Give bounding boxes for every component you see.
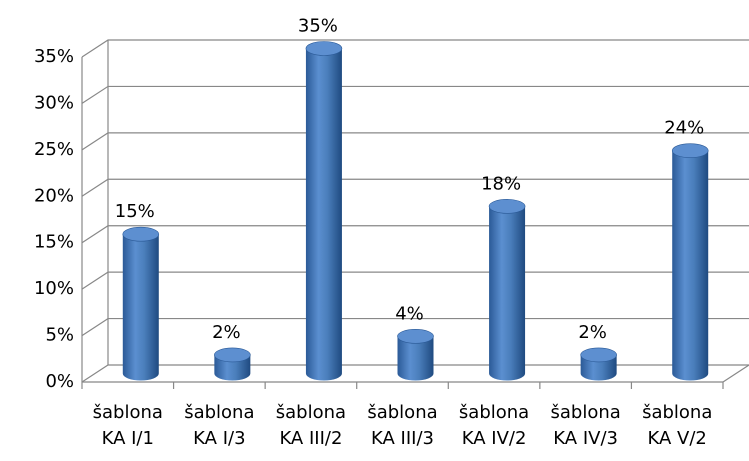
bar-top (214, 347, 251, 363)
bar-body (672, 150, 709, 381)
bar-top (488, 199, 526, 214)
x-tick-label: šablona KA V/2 (642, 402, 712, 449)
grid-line (81, 271, 749, 290)
x-tick-label: šablona KA IV/2 (459, 402, 529, 449)
bar (580, 347, 617, 381)
x-tick-label: šablona KA III/2 (276, 402, 346, 449)
x-tick-label: šablona KA III/3 (367, 402, 437, 449)
y-tick-label: 10% (34, 278, 74, 299)
value-label: 24% (664, 118, 704, 139)
bar-top (305, 41, 343, 56)
y-tick-label: 35% (34, 46, 74, 67)
bar (305, 41, 343, 381)
x-axis-floor (722, 364, 749, 383)
y-tick-label: 5% (45, 325, 74, 346)
bar-top (397, 329, 434, 344)
bar (122, 226, 160, 381)
y-tick-label: 30% (34, 92, 74, 113)
value-label: 18% (481, 173, 521, 194)
bar-body (397, 336, 434, 381)
bar-top (580, 347, 617, 363)
bar-top (671, 143, 709, 158)
value-label: 2% (212, 322, 241, 343)
bar-body (305, 48, 342, 381)
grid-line (81, 364, 749, 383)
bar-body (122, 234, 159, 381)
grid-line (81, 178, 749, 197)
y-tick-label: 20% (34, 185, 74, 206)
grid-line (81, 317, 749, 337)
value-label: 15% (115, 201, 155, 222)
bar-body (580, 354, 617, 381)
grid-line (81, 39, 749, 58)
value-label: 4% (395, 303, 424, 324)
x-tick-label: šablona KA IV/3 (550, 402, 620, 449)
bar-top (122, 226, 160, 242)
grid-line (81, 225, 749, 244)
y-tick-label: 15% (34, 232, 74, 253)
y-tick-label: 0% (45, 371, 74, 392)
value-label: 35% (298, 16, 338, 37)
grid-line (81, 132, 749, 151)
bar (214, 347, 251, 381)
y-tick-label: 25% (34, 139, 74, 160)
x-tick-label: šablona KA I/1 (93, 402, 163, 449)
x-tick-label: šablona KA I/3 (184, 402, 254, 449)
bar (488, 199, 526, 381)
bar-body (489, 206, 526, 381)
value-label: 2% (578, 322, 607, 343)
bar-body (214, 354, 251, 381)
bar (397, 329, 434, 381)
bar (671, 143, 709, 381)
grid-line (81, 85, 749, 104)
